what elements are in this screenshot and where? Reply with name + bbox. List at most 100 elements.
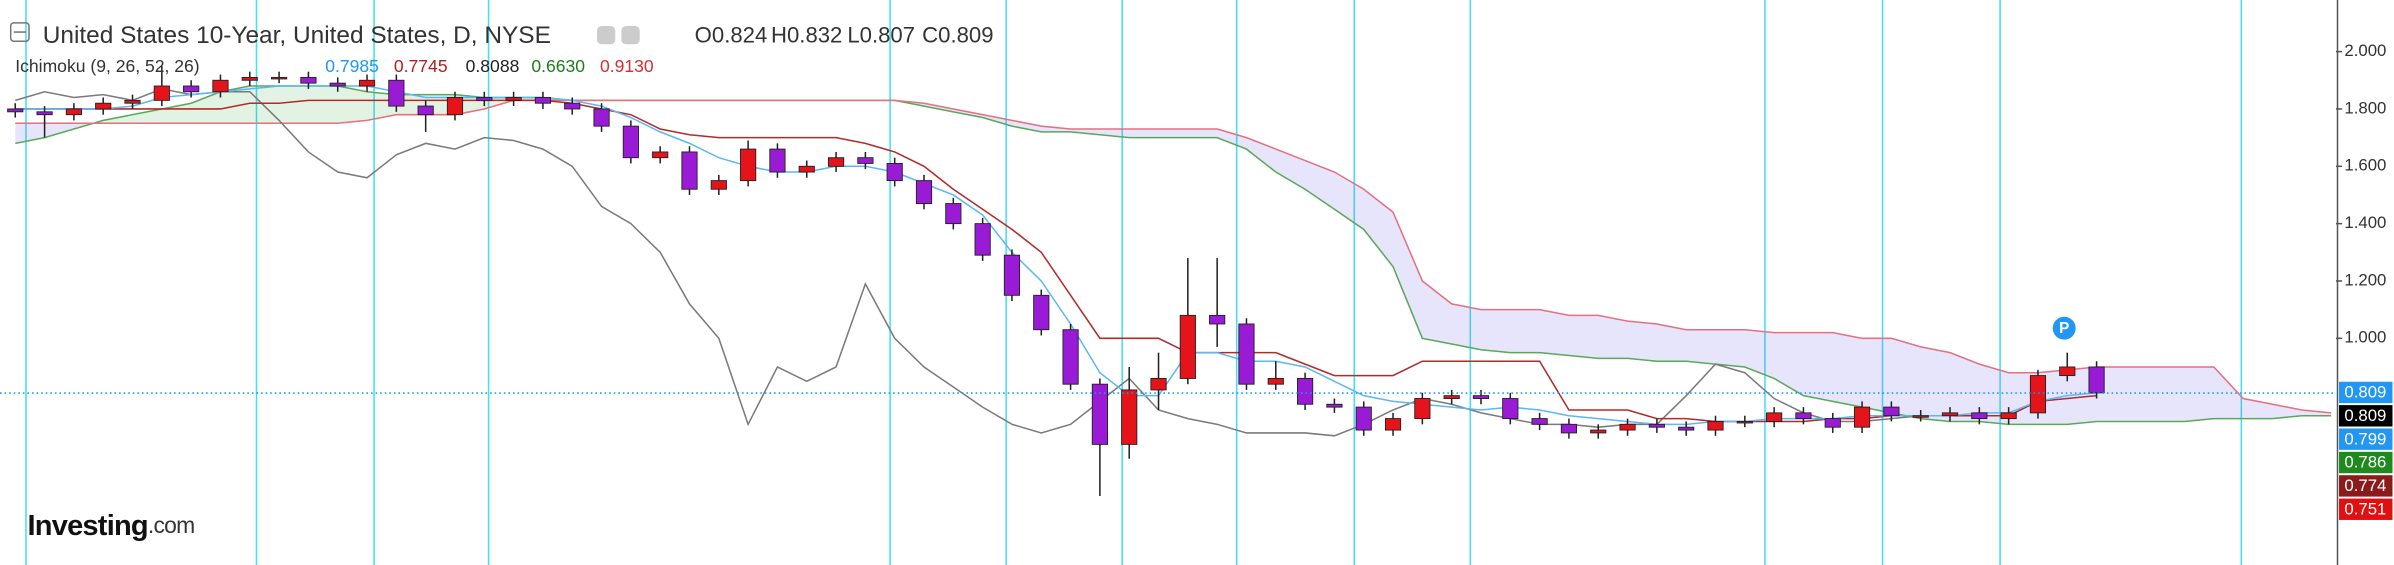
ohlc-value: 0.824 [712, 22, 767, 47]
candle-body [388, 79, 405, 107]
price-badge [2339, 381, 2393, 404]
cloud-fill [1686, 329, 1716, 365]
marker-badge [2052, 316, 2076, 340]
candle-body [329, 82, 346, 87]
price-badge [2339, 498, 2393, 520]
candle-body [1795, 412, 1812, 420]
cloud-fill [1451, 303, 1481, 350]
candle-body [945, 203, 962, 225]
price-badge-label: 0.799 [2344, 429, 2386, 448]
cloud-fill [2184, 366, 2214, 422]
candle-body [153, 85, 170, 101]
cloud-fill [308, 86, 338, 124]
cloud-fill [1187, 129, 1218, 138]
candle-body [1091, 383, 1108, 445]
cloud-fill [2272, 404, 2302, 419]
y-tick-label: 1.200 [2344, 270, 2386, 289]
cloud-fill [1568, 315, 1599, 359]
candle-body [1267, 377, 1284, 385]
candle-body [886, 162, 903, 182]
candle-body [1472, 395, 1490, 399]
ohlc-value: 0.807 [860, 22, 915, 47]
candle-body [1707, 421, 1724, 431]
price-badge-label: 0.786 [2344, 453, 2386, 472]
cloud-fill [1803, 332, 1833, 402]
candle-body [417, 105, 434, 116]
collapse-icon[interactable] [9, 22, 30, 42]
candle-body [1384, 418, 1402, 431]
indicator-value: 0.7745 [394, 56, 448, 76]
candle-body [476, 97, 493, 101]
candle-body [124, 99, 141, 104]
cloud-fill [1480, 309, 1511, 353]
y-tick-label: 1.400 [2344, 213, 2386, 232]
candle-body [241, 76, 258, 81]
ohlc-item: O0.824 [695, 22, 768, 47]
indicator-value: 0.9130 [600, 56, 654, 76]
candle-body [1443, 395, 1460, 399]
cloud-fill [337, 86, 368, 124]
cloud-fill [1598, 315, 1628, 359]
cloud-fill [1393, 212, 1423, 339]
candle-body [2059, 366, 2076, 377]
cloud-fill [1129, 129, 1159, 138]
logo-main: Investing [27, 509, 147, 541]
indicator-value: 0.6630 [531, 56, 585, 76]
ohlc-value: 0.809 [938, 22, 993, 47]
candle-body [622, 125, 639, 159]
ohlc-key: L [847, 22, 859, 47]
candle-body [1766, 412, 1783, 422]
cloud-fill [1539, 309, 1569, 356]
candle-body [2088, 366, 2105, 394]
candle-body [1971, 412, 1988, 420]
candle-body [1238, 323, 1255, 385]
candle-body [36, 111, 53, 116]
candle-body [7, 108, 24, 113]
cloud-line [15, 99, 2332, 414]
candle-body [827, 157, 845, 167]
indicator-name: Ichimoku (9, 26, 52, 26) [15, 56, 199, 76]
cloud-fill [1744, 329, 1775, 379]
candle-body [857, 157, 874, 164]
cloud-fill [2155, 366, 2185, 422]
candle-body [1590, 429, 1607, 434]
ohlc-item: H0.832 [771, 22, 842, 47]
candle-body [1150, 377, 1167, 391]
price-badge-label: 0.809 [2344, 406, 2386, 425]
cloud-fill [1950, 352, 1980, 422]
plot-area [7, 65, 2332, 497]
cloud-fill [44, 123, 74, 138]
candle-body [1355, 406, 1372, 431]
candle-body [681, 151, 698, 190]
candle-body [2029, 375, 2047, 414]
price-badge-label: 0.809 [2344, 383, 2386, 402]
ohlc-key: C [922, 22, 938, 47]
cloud-fill [2213, 366, 2244, 419]
candle-body [212, 79, 229, 93]
ohlc-item: C0.809 [922, 22, 993, 47]
cloud-fill [132, 108, 162, 124]
cloud-fill [1217, 129, 1247, 150]
cloud-fill [1979, 364, 2009, 425]
visibility-icon[interactable] [596, 25, 616, 45]
indicator-value: 0.7985 [325, 56, 379, 76]
cloud-fill [1099, 129, 1130, 138]
candle-body [1941, 412, 1959, 417]
ohlc-key: H [771, 22, 787, 47]
candle-body [1062, 329, 1079, 385]
price-badge-label: 0.751 [2344, 499, 2386, 518]
candle-body [2000, 412, 2017, 420]
price-badge [2339, 428, 2393, 450]
cloud-fill [1627, 321, 1657, 362]
candle-body [1033, 294, 1050, 331]
candle-body [65, 108, 82, 116]
candle-body [564, 102, 581, 110]
candle-body [1502, 398, 1519, 420]
cloud-fill [1510, 309, 1540, 353]
cloud-fill [279, 86, 309, 124]
candle-body [1531, 418, 1548, 425]
settings-icon[interactable] [621, 25, 640, 45]
candle-body [358, 79, 376, 87]
candle-body [1297, 377, 1314, 405]
y-tick-label: 1.000 [2344, 328, 2386, 347]
